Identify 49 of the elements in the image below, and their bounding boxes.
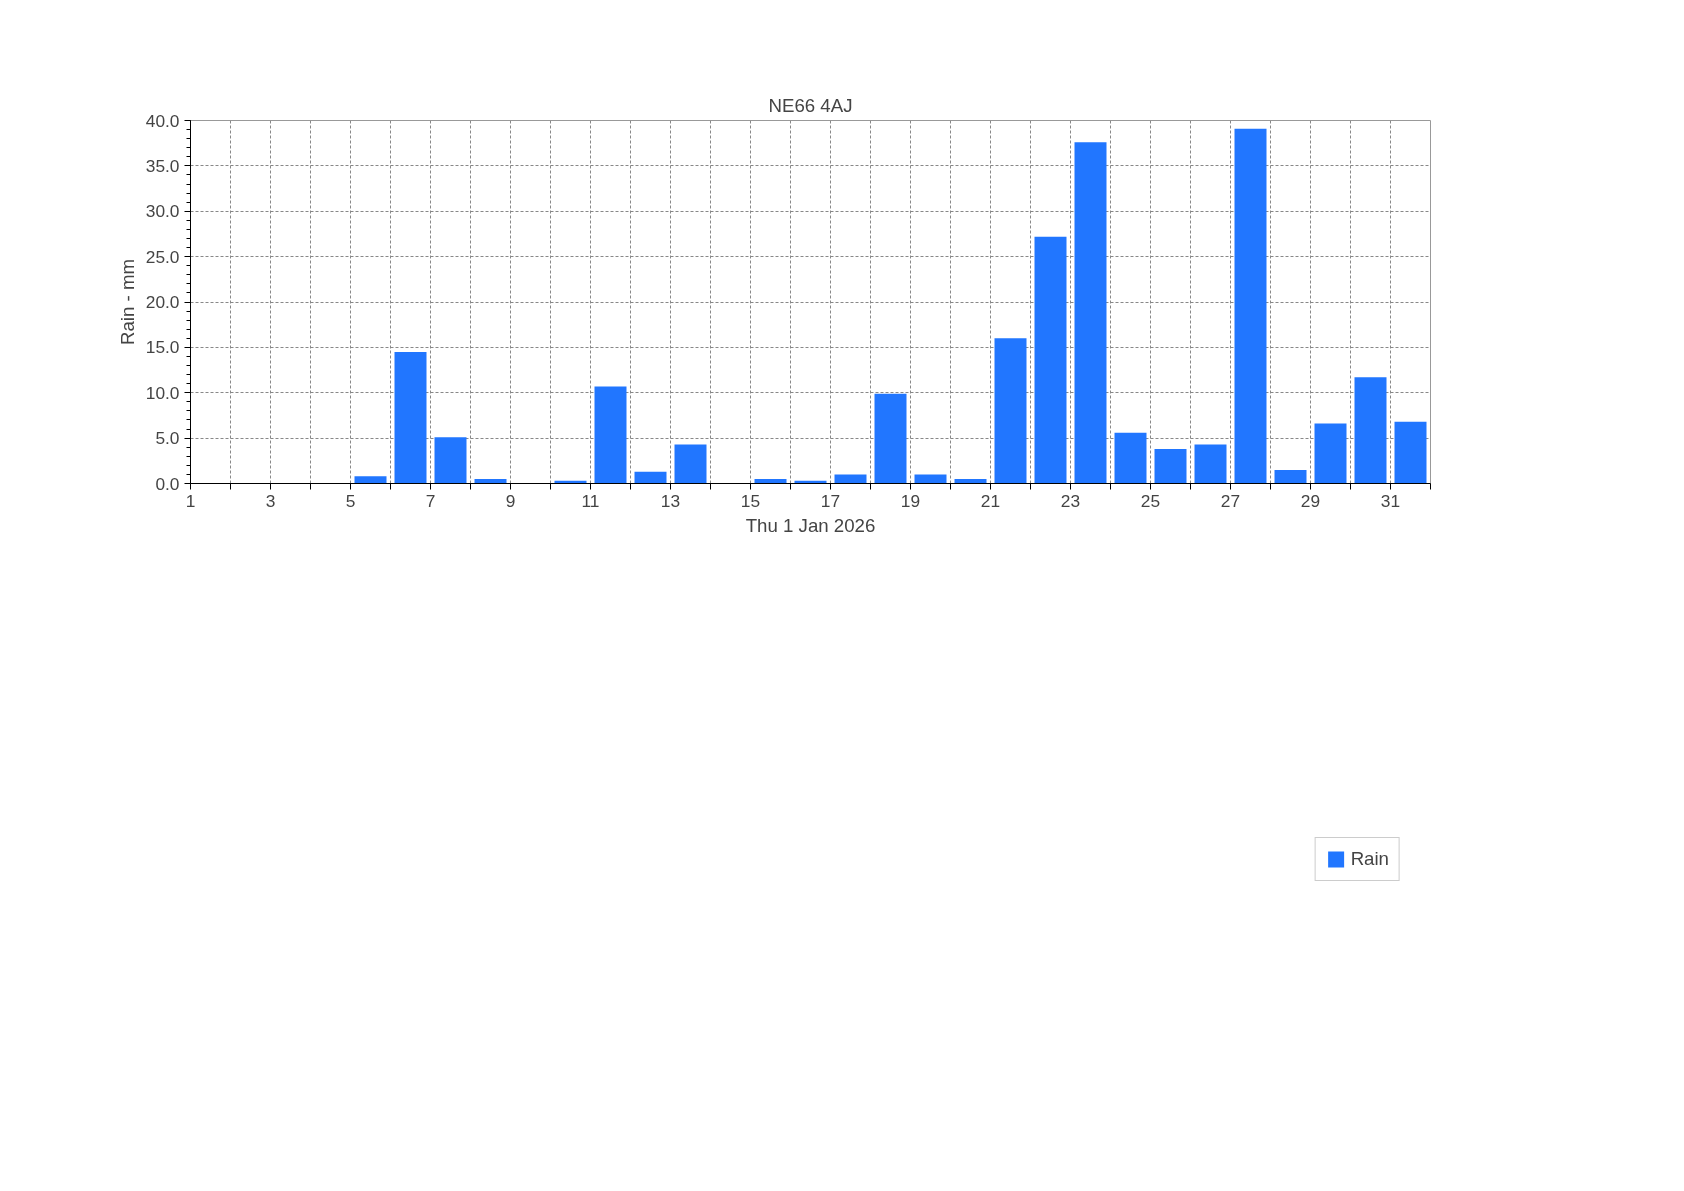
x-tick-label: 19 <box>900 490 921 511</box>
x-tick-label: 25 <box>1140 490 1161 511</box>
bar <box>634 471 667 484</box>
bar <box>1274 469 1307 484</box>
bar <box>394 351 427 484</box>
x-tick-label: 21 <box>980 490 1001 511</box>
x-tick-label: 1 <box>185 490 196 511</box>
bar <box>1354 377 1387 484</box>
bar <box>1394 421 1427 484</box>
y-tick-label: 40.0 <box>145 110 180 131</box>
bar <box>1314 423 1347 484</box>
bar <box>1034 236 1067 484</box>
legend-label: Rain <box>1350 848 1389 870</box>
x-tick-label: 31 <box>1380 490 1401 511</box>
x-tick-label: 27 <box>1220 490 1241 511</box>
bar <box>354 476 387 484</box>
x-axis-title: Thu 1 Jan 2026 <box>745 514 876 536</box>
y-tick-label: 20.0 <box>145 292 180 312</box>
x-tick-label: 3 <box>265 490 276 511</box>
y-tick-label: 35.0 <box>145 155 180 176</box>
y-tick-label: 10.0 <box>145 382 180 403</box>
bar <box>594 386 627 484</box>
x-tick-label: 11 <box>581 490 600 511</box>
bar <box>994 338 1027 484</box>
bar <box>1194 444 1227 484</box>
x-tick-label: 5 <box>345 490 356 511</box>
x-tick-label: 15 <box>740 490 761 511</box>
x-tick-label: 23 <box>1060 490 1081 511</box>
y-tick-label: 25.0 <box>145 246 180 267</box>
y-tick-label: 15.0 <box>145 337 180 358</box>
x-tick-label: 7 <box>425 490 436 511</box>
bar <box>434 437 467 484</box>
bar <box>1114 432 1147 484</box>
bar <box>914 474 947 484</box>
x-tick-label: 9 <box>505 490 516 511</box>
bar <box>1154 449 1187 484</box>
y-tick-label: 30.0 <box>145 201 180 222</box>
bar <box>834 474 867 484</box>
y-tick-label: 5.0 <box>155 428 180 449</box>
bar <box>674 444 707 484</box>
y-tick-label: 0.0 <box>155 473 180 494</box>
chart-title: NE66 4AJ <box>768 94 853 116</box>
bar <box>1234 128 1267 484</box>
y-axis-title: Rain - mm <box>116 258 138 346</box>
x-tick-label: 29 <box>1300 490 1321 511</box>
x-tick-label: 17 <box>820 490 841 511</box>
bar <box>1074 142 1107 484</box>
bar <box>874 393 907 484</box>
x-tick-label: 13 <box>660 490 681 511</box>
